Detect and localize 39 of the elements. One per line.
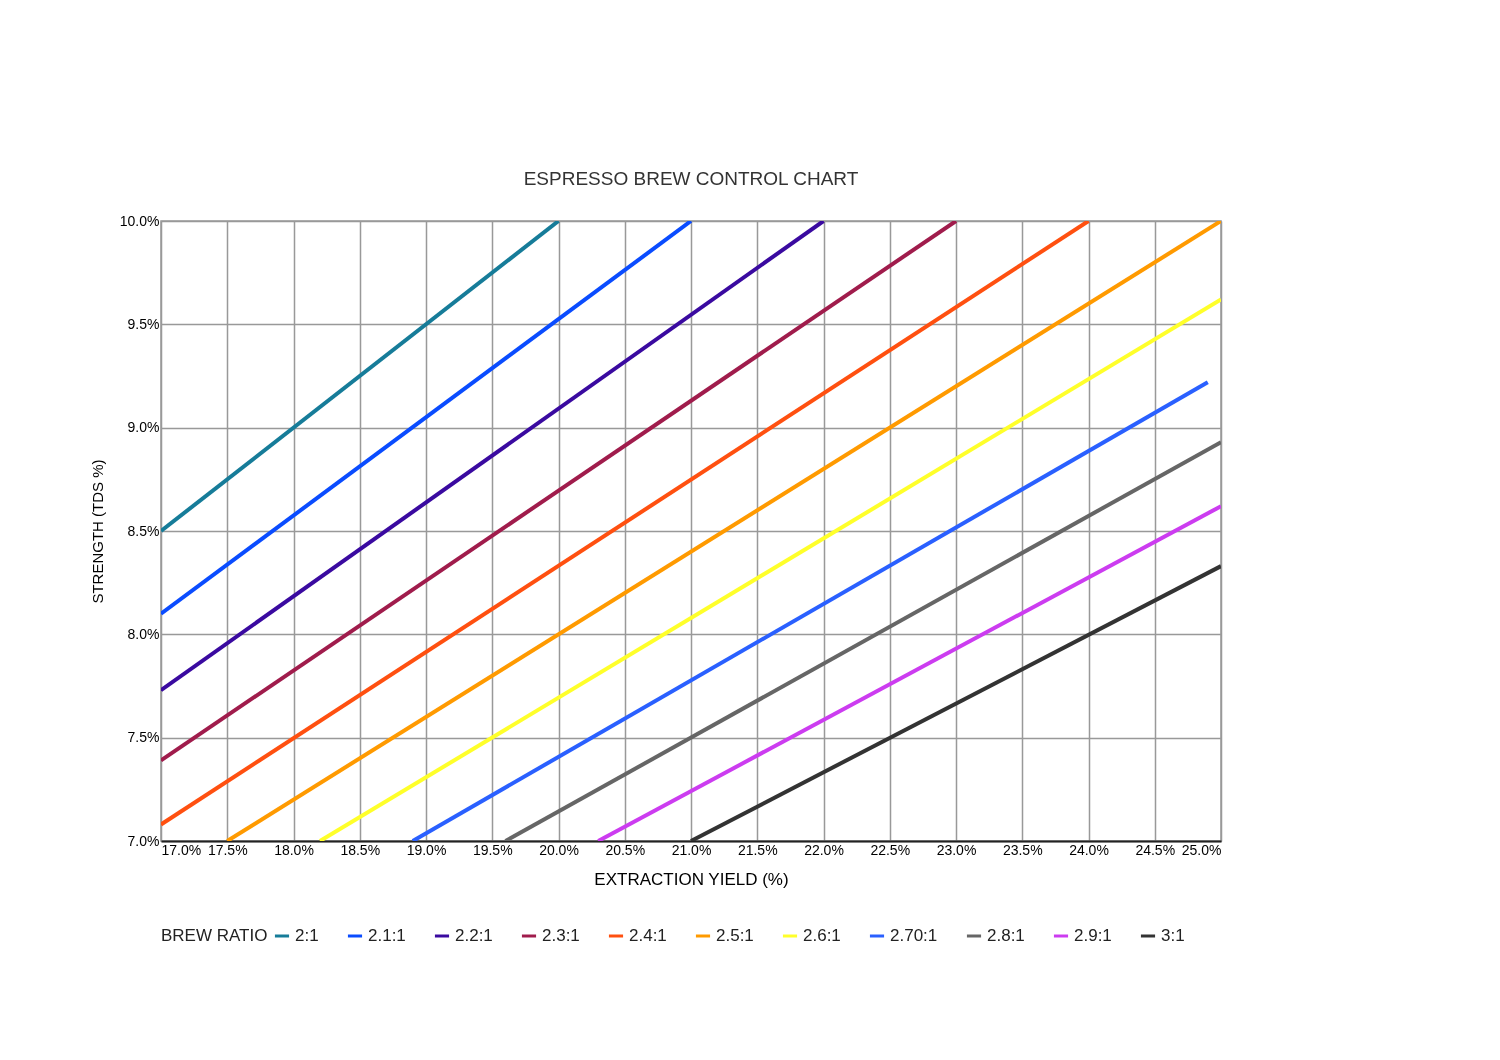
- legend-label: 2.2:1: [455, 926, 493, 945]
- x-tick-label: 20.5%: [605, 841, 646, 858]
- y-axis-title: STRENGTH (TDS %): [88, 459, 106, 604]
- y-tick-label: 7.0%: [127, 832, 160, 849]
- legend-label: 3:1: [1161, 926, 1185, 945]
- x-tick-label: 24.5%: [1135, 841, 1176, 858]
- x-tick-label: 17.5%: [207, 841, 248, 858]
- y-tick-label: 8.0%: [127, 625, 160, 642]
- legend-label: 2.3:1: [542, 926, 580, 945]
- x-tick-label: 22.5%: [870, 841, 911, 858]
- x-tick-label: 21.0%: [671, 841, 712, 858]
- y-tick-label: 9.0%: [127, 419, 160, 436]
- legend-label: 2.4:1: [629, 926, 667, 945]
- legend-label: 2.9:1: [1074, 926, 1112, 945]
- legend-title: BREW RATIO: [161, 926, 268, 945]
- legend-label: 2.1:1: [368, 926, 406, 945]
- x-tick-label: 18.5%: [340, 841, 381, 858]
- x-tick-label: 22.0%: [804, 841, 844, 858]
- x-tick-label: 19.0%: [406, 841, 447, 858]
- x-tick-label: 20.0%: [539, 841, 579, 858]
- y-tick-label: 7.5%: [127, 729, 160, 746]
- legend-label: 2.8:1: [987, 926, 1025, 945]
- x-tick-label: 23.0%: [936, 841, 977, 858]
- legend-label: 2.6:1: [803, 926, 841, 945]
- x-tick-label: 25.0%: [1181, 841, 1222, 858]
- legend-label: 2.5:1: [716, 926, 754, 945]
- x-tick-label: 18.0%: [274, 841, 314, 858]
- x-tick-label: 21.5%: [737, 841, 778, 858]
- y-tick-label: 9.5%: [127, 315, 160, 332]
- chart-title: ESPRESSO BREW CONTROL CHART: [523, 168, 859, 189]
- x-tick-label: 17.0%: [161, 841, 202, 858]
- x-tick-label: 24.0%: [1069, 841, 1109, 858]
- x-tick-label: 23.5%: [1002, 841, 1043, 858]
- y-tick-label: 10.0%: [119, 212, 160, 229]
- x-tick-label: 19.5%: [472, 841, 513, 858]
- legend-label: 2:1: [295, 926, 319, 945]
- legend-label: 2.70:1: [890, 926, 938, 945]
- y-tick-label: 8.5%: [127, 522, 160, 539]
- x-axis-title: EXTRACTION YIELD (%): [594, 869, 789, 889]
